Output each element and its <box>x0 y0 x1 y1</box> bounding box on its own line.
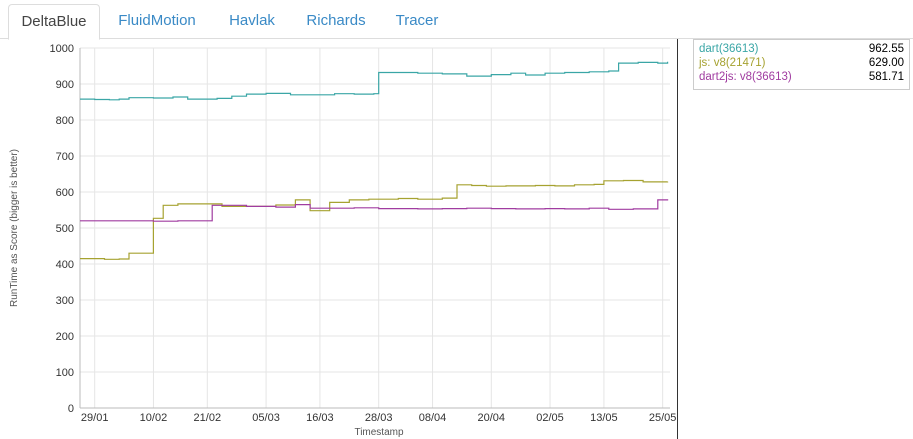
x-tick-label: 21/02 <box>194 412 222 424</box>
legend-name: dart2js: v8(36613) <box>699 71 792 83</box>
x-tick-label: 13/05 <box>590 412 618 424</box>
tab-deltablue[interactable]: DeltaBlue <box>8 4 100 40</box>
y-tick-label: 400 <box>56 259 74 271</box>
x-tick-label: 05/03 <box>252 412 280 424</box>
legend: dart(36613) 962.55 js: v8(21471) 629.00 … <box>693 39 910 90</box>
chart-divider <box>677 39 678 439</box>
legend-value: 629.00 <box>868 57 904 69</box>
y-tick-label: 1000 <box>50 43 74 55</box>
tab-fluidmotion[interactable]: FluidMotion <box>118 12 196 29</box>
y-tick-label: 500 <box>56 223 74 235</box>
y-tick-label: 100 <box>56 367 74 379</box>
y-tick-label: 200 <box>56 331 74 343</box>
x-axis-label: Timestamp <box>354 427 404 438</box>
legend-value: 581.71 <box>868 71 904 83</box>
x-tick-label: 20/04 <box>478 412 506 424</box>
y-tick-label: 600 <box>56 187 74 199</box>
tab-havlak[interactable]: Havlak <box>229 12 275 29</box>
x-tick-label: 25/05 <box>649 412 676 424</box>
x-tick-label: 08/04 <box>419 412 447 424</box>
y-tick-label: 0 <box>68 403 74 415</box>
y-tick-label: 300 <box>56 295 74 307</box>
legend-row-dart: dart(36613) 962.55 <box>699 42 904 56</box>
series-line-2 <box>80 199 669 222</box>
runtime-chart: 0 100 200 300 400 500 600 700 800 900 1000 29/01 10/… <box>9 43 676 438</box>
tab-richards[interactable]: Richards <box>306 12 366 29</box>
series-line-1 <box>80 179 669 260</box>
x-tick-label: 28/03 <box>365 412 393 424</box>
x-tick-label: 02/05 <box>536 412 564 424</box>
legend-name: js: v8(21471) <box>699 57 766 69</box>
y-tick-label: 800 <box>56 115 74 127</box>
y-tick-label: 900 <box>56 79 74 91</box>
x-tick-label: 10/02 <box>140 412 168 424</box>
benchmark-tabs: DeltaBlue FluidMotion Havlak Richards Tr… <box>0 0 913 40</box>
series-line-0 <box>80 61 669 101</box>
y-axis-label: RunTime as Score (bigger is better) <box>9 149 20 307</box>
legend-row-dart2js: dart2js: v8(36613) 581.71 <box>699 70 904 84</box>
x-tick-label: 29/01 <box>81 412 109 424</box>
x-tick-label: 16/03 <box>306 412 334 424</box>
tab-tracer[interactable]: Tracer <box>395 12 439 29</box>
legend-name: dart(36613) <box>699 43 759 55</box>
legend-row-js: js: v8(21471) 629.00 <box>699 56 904 70</box>
legend-value: 962.55 <box>868 43 904 55</box>
y-tick-label: 700 <box>56 151 74 163</box>
